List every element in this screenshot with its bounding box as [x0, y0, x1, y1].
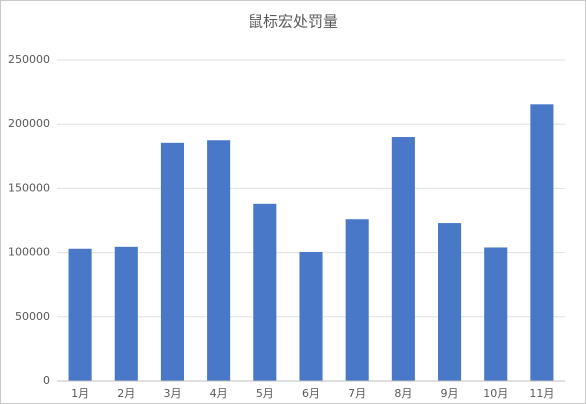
x-tick-label: 11月	[529, 387, 554, 400]
bar	[438, 223, 462, 381]
x-tick-label: 8月	[394, 387, 412, 400]
x-tick-label: 4月	[210, 387, 228, 400]
x-tick-label: 2月	[117, 387, 135, 400]
bar	[207, 140, 231, 381]
bar	[299, 251, 323, 381]
bar	[484, 247, 508, 381]
x-tick-label: 5月	[256, 387, 274, 400]
bar	[160, 142, 184, 381]
y-tick-label: 200000	[8, 117, 50, 130]
bar	[68, 248, 92, 381]
y-tick-label: 150000	[8, 181, 50, 194]
x-tick-label: 1月	[71, 387, 89, 400]
bar	[345, 219, 369, 381]
bar	[530, 104, 554, 381]
bar	[391, 137, 415, 381]
y-tick-label: 250000	[8, 53, 50, 66]
x-tick-label: 3月	[163, 387, 181, 400]
chart-title: 鼠标宏处罚量	[248, 13, 338, 31]
x-tick-label: 10月	[483, 387, 508, 400]
y-tick-label: 100000	[8, 246, 50, 259]
bar	[114, 246, 138, 381]
x-tick-label: 9月	[441, 387, 459, 400]
x-tick-label: 7月	[348, 387, 366, 400]
x-tick-label: 6月	[302, 387, 320, 400]
bar	[253, 203, 277, 381]
y-tick-label: 0	[43, 374, 50, 387]
y-tick-label: 50000	[15, 310, 50, 323]
